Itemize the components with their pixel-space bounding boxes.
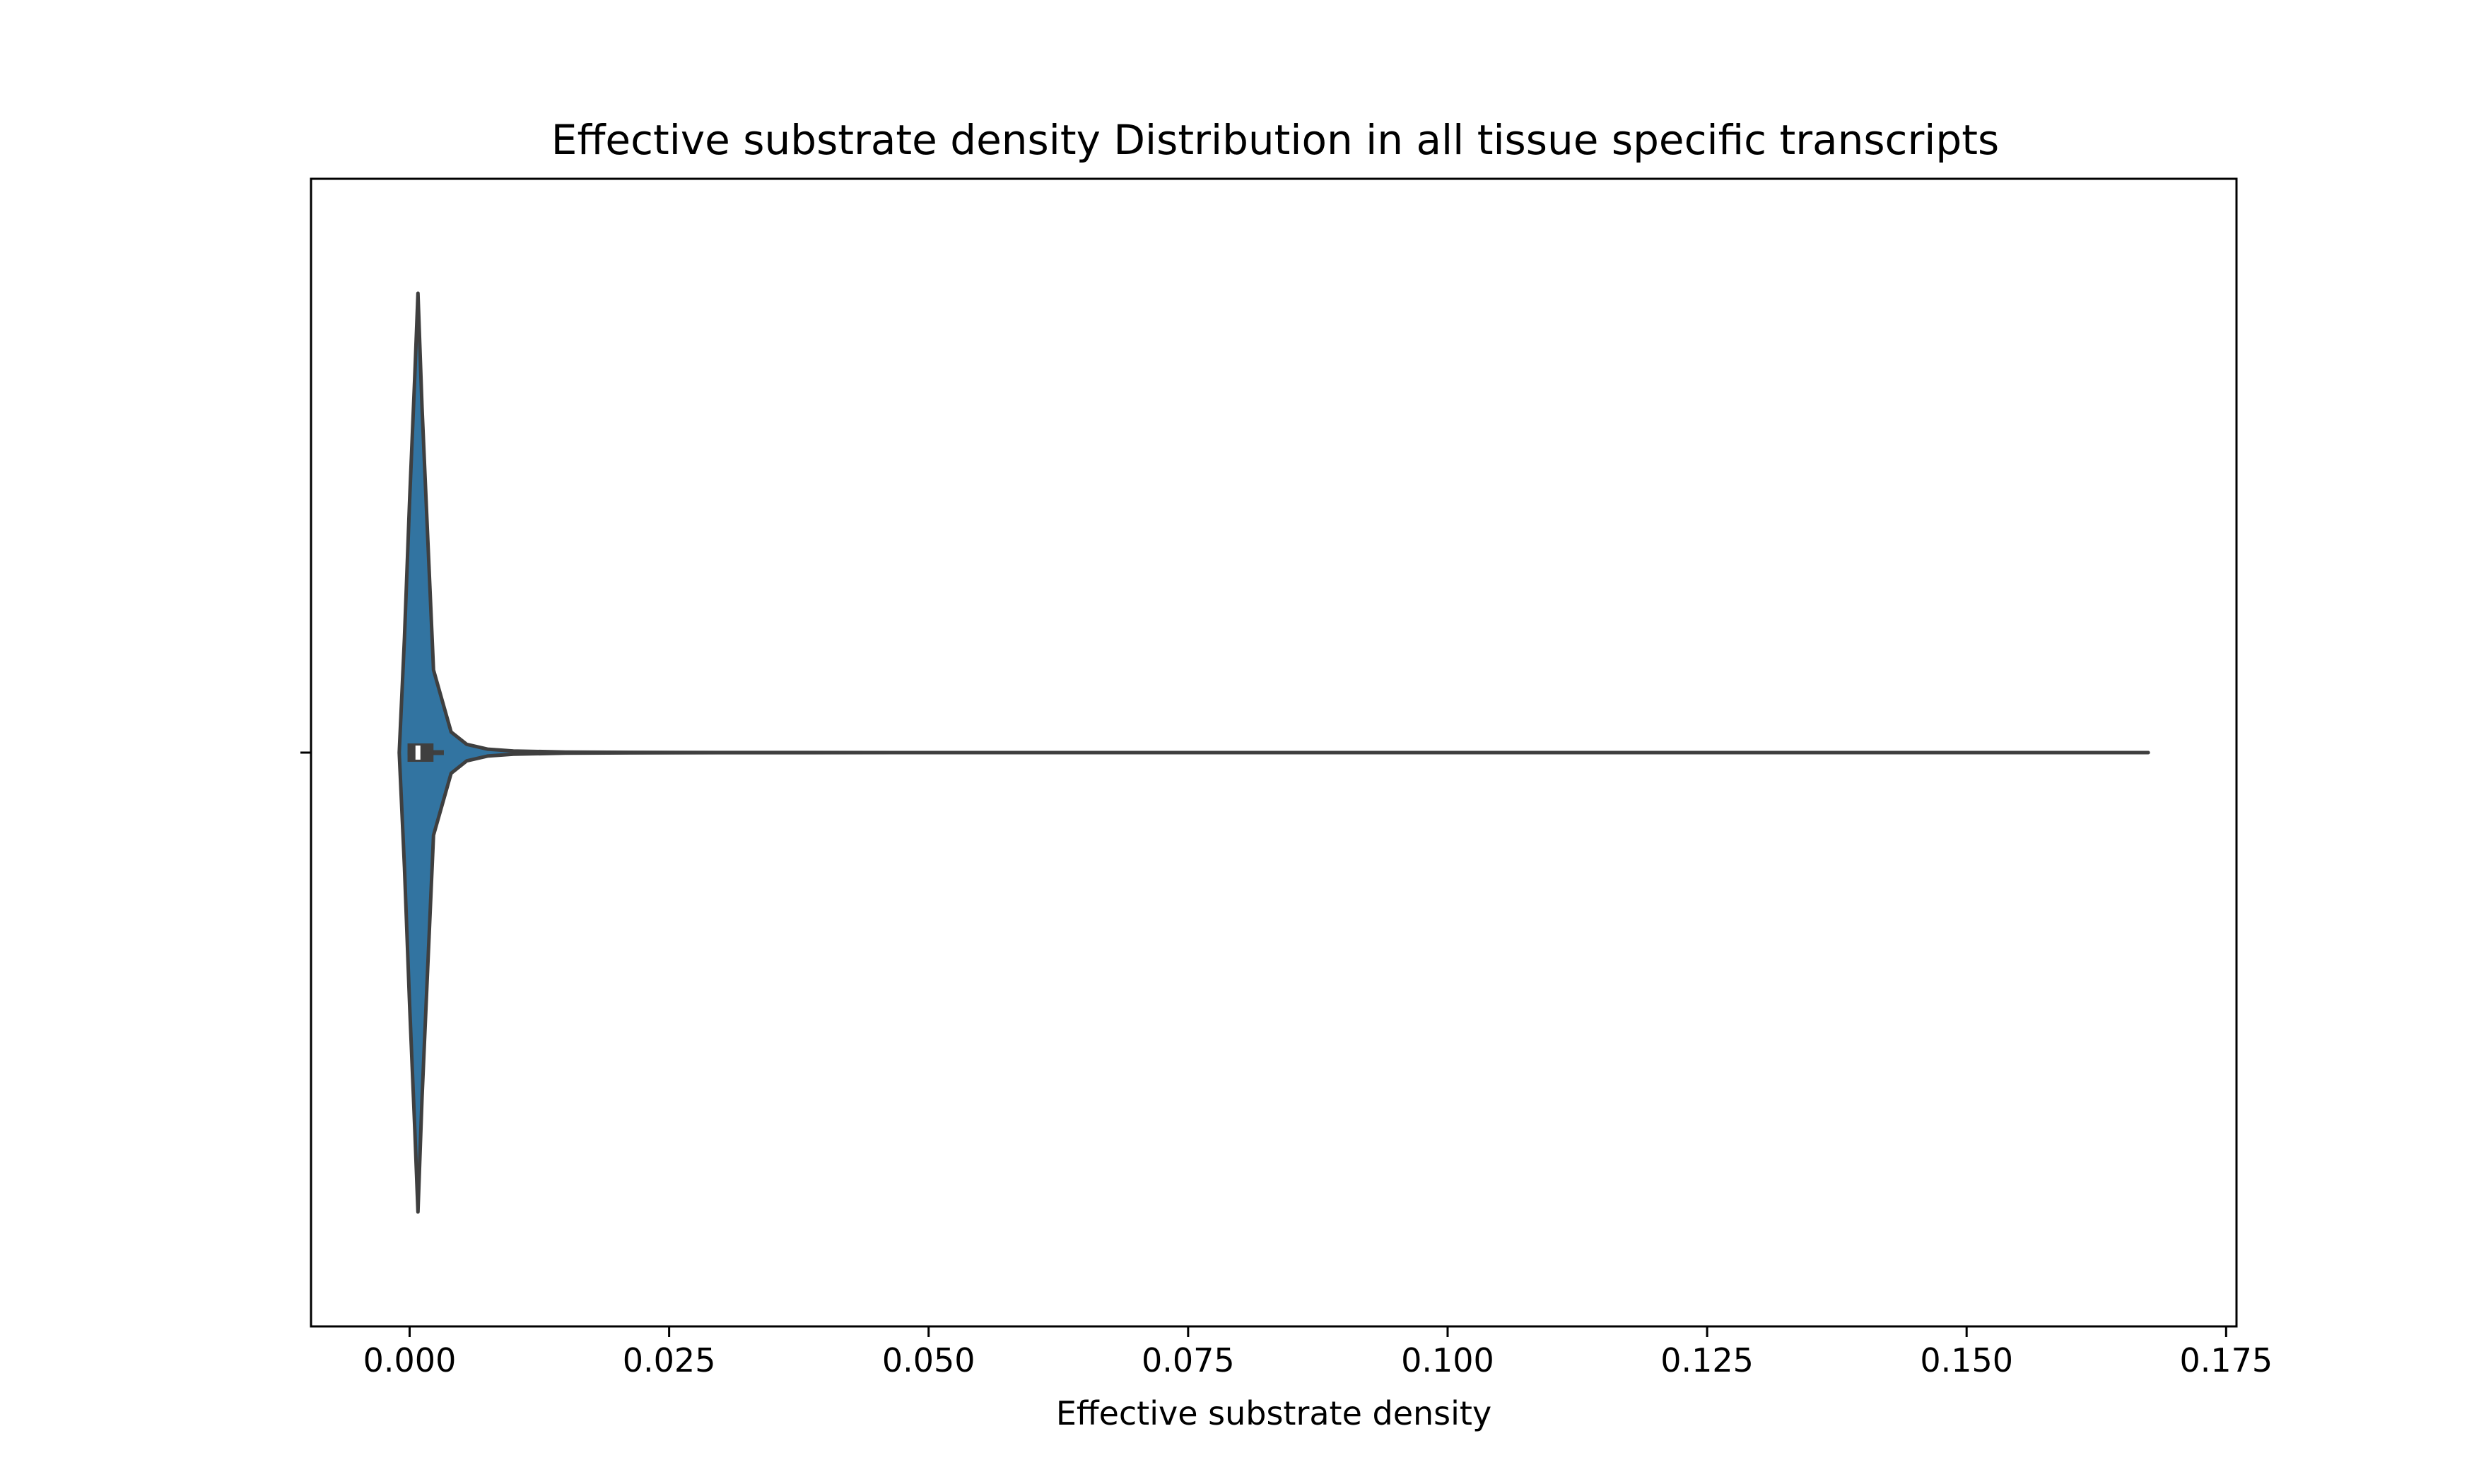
x-axis-label: Effective substrate density [1056,1394,1491,1432]
violin-body [397,291,2150,1214]
violin-median-marker [415,746,421,760]
x-tick-label: 0.175 [2179,1341,2273,1379]
x-tick-label: 0.000 [363,1341,457,1379]
x-tick-label: 0.075 [1142,1341,1235,1379]
x-tick-label: 0.125 [1660,1341,1754,1379]
x-tick-label: 0.150 [1920,1341,2013,1379]
chart-title: Effective substrate density Distribution… [551,116,1999,164]
plot-area [397,291,2150,1214]
x-tick-label: 0.100 [1401,1341,1494,1379]
x-axis: 0.000 0.025 0.050 0.075 0.100 0.125 0.150 0.175 [363,1326,2273,1379]
x-tick-label: 0.050 [882,1341,975,1379]
x-tick-label: 0.025 [623,1341,716,1379]
violin-iqr-box [407,743,434,762]
